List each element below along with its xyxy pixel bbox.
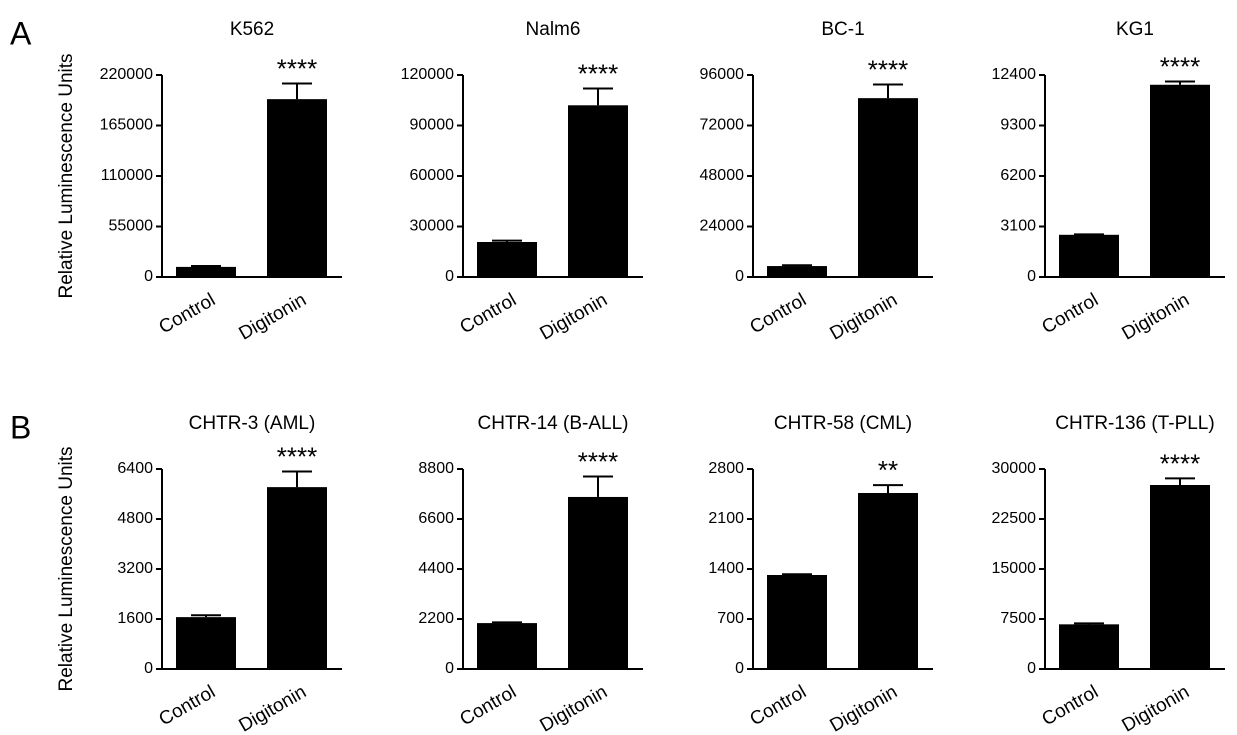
bar — [1150, 84, 1210, 277]
y-tick-label: 700 — [717, 610, 744, 627]
bar — [1059, 234, 1119, 277]
bar — [1059, 624, 1119, 669]
panel-label: B — [10, 409, 31, 445]
y-tick-label: 22500 — [992, 510, 1037, 527]
bar — [477, 241, 537, 277]
y-tick-label: 3100 — [1000, 218, 1036, 235]
y-tick-label: 2100 — [708, 510, 744, 527]
significance: **** — [578, 447, 618, 477]
x-tick-label: Digitonin — [536, 681, 611, 735]
bar — [767, 575, 827, 669]
chart-title: CHTR-136 (T-PLL) — [1055, 413, 1214, 434]
y-tick-label: 0 — [735, 268, 744, 285]
bar — [1150, 485, 1210, 669]
significance: **** — [868, 54, 908, 84]
significance: ** — [878, 455, 898, 485]
x-tick-label: Control — [1038, 289, 1102, 338]
y-tick-label: 0 — [735, 660, 744, 677]
chart-title: CHTR-58 (CML) — [774, 413, 912, 434]
significance: **** — [277, 54, 317, 84]
y-tick-label: 72000 — [700, 117, 745, 134]
y-tick-label: 6400 — [117, 460, 153, 477]
y-axis-label: Relative Luminescence Units — [56, 446, 77, 691]
bar — [477, 623, 537, 669]
y-tick-label: 0 — [144, 660, 153, 677]
y-tick-label: 24000 — [700, 218, 745, 235]
x-tick-label: Digitonin — [826, 289, 901, 344]
y-tick-label: 1400 — [708, 560, 744, 577]
chart-title: BC-1 — [821, 19, 864, 40]
x-tick-label: Digitonin — [826, 681, 901, 735]
significance: **** — [1160, 52, 1200, 82]
y-tick-label: 4400 — [418, 560, 454, 577]
y-tick-label: 48000 — [700, 167, 745, 184]
bar — [568, 496, 628, 669]
y-tick-label: 7500 — [1000, 610, 1036, 627]
bar — [176, 617, 236, 669]
x-tick-label: Digitonin — [235, 289, 310, 344]
bar — [767, 266, 827, 277]
y-tick-label: 2800 — [708, 460, 744, 477]
x-tick-label: Control — [746, 681, 810, 730]
y-tick-label: 9300 — [1000, 117, 1036, 134]
chart-title: K562 — [230, 19, 274, 40]
y-tick-label: 60000 — [410, 167, 455, 184]
bar — [858, 493, 918, 669]
y-tick-label: 30000 — [410, 218, 455, 235]
bar — [858, 98, 918, 277]
y-tick-label: 0 — [144, 268, 153, 285]
y-tick-label: 8800 — [418, 460, 454, 477]
significance: **** — [1160, 448, 1200, 478]
y-tick-label: 12400 — [992, 66, 1037, 83]
y-axis-label: Relative Luminescence Units — [56, 53, 77, 298]
x-tick-label: Digitonin — [1118, 681, 1193, 735]
bar — [176, 266, 236, 277]
significance: **** — [277, 442, 317, 472]
x-tick-label: Control — [456, 681, 520, 730]
bar — [267, 99, 327, 277]
chart-title: CHTR-3 (AML) — [189, 413, 316, 434]
chart-title: Nalm6 — [526, 19, 581, 40]
y-tick-label: 55000 — [109, 218, 154, 235]
y-tick-label: 6200 — [1000, 167, 1036, 184]
y-tick-label: 120000 — [401, 66, 454, 83]
y-tick-label: 0 — [1027, 268, 1036, 285]
y-tick-label: 110000 — [101, 167, 153, 184]
panel-label: A — [10, 15, 32, 51]
chart-title: CHTR-14 (B-ALL) — [478, 413, 629, 434]
y-tick-label: 220000 — [100, 66, 153, 83]
x-tick-label: Control — [746, 289, 810, 338]
bar — [568, 105, 628, 277]
y-tick-label: 1600 — [117, 610, 153, 627]
x-tick-label: Digitonin — [536, 289, 611, 344]
y-tick-label: 6600 — [418, 510, 454, 527]
x-tick-label: Control — [155, 681, 219, 730]
y-tick-label: 0 — [445, 268, 454, 285]
x-tick-label: Control — [1038, 681, 1102, 730]
significance: **** — [578, 58, 618, 88]
x-tick-label: Digitonin — [1118, 289, 1193, 344]
y-tick-label: 0 — [445, 660, 454, 677]
x-tick-label: Control — [155, 289, 219, 338]
x-tick-label: Control — [456, 289, 520, 338]
y-tick-label: 96000 — [700, 66, 745, 83]
y-tick-label: 2200 — [418, 610, 454, 627]
y-tick-label: 0 — [1027, 660, 1036, 677]
bar — [267, 487, 327, 669]
chart-title: KG1 — [1116, 19, 1154, 40]
y-tick-label: 90000 — [410, 117, 455, 134]
x-tick-label: Digitonin — [235, 681, 310, 735]
y-tick-label: 4800 — [117, 510, 153, 527]
y-tick-label: 165000 — [100, 117, 153, 134]
y-tick-label: 3200 — [117, 560, 153, 577]
y-tick-label: 30000 — [992, 460, 1037, 477]
y-tick-label: 15000 — [992, 560, 1037, 577]
